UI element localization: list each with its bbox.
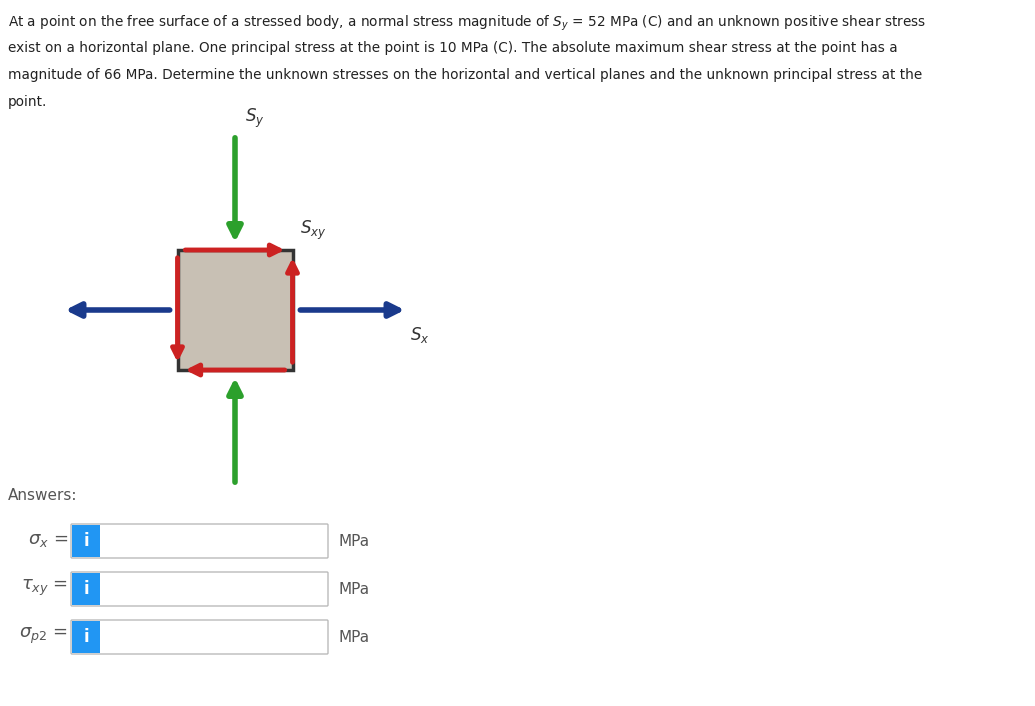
- FancyBboxPatch shape: [71, 572, 328, 606]
- Text: $\sigma_{p2}$ =: $\sigma_{p2}$ =: [20, 626, 68, 646]
- Text: MPa: MPa: [339, 534, 371, 549]
- Text: MPa: MPa: [339, 582, 371, 597]
- Bar: [72, 573, 100, 605]
- Text: $S_x$: $S_x$: [411, 325, 430, 345]
- Text: $\tau_{xy}$ =: $\tau_{xy}$ =: [21, 578, 68, 598]
- Text: $S_y$: $S_y$: [245, 107, 265, 130]
- Text: magnitude of 66 MPa. Determine the unknown stresses on the horizontal and vertic: magnitude of 66 MPa. Determine the unkno…: [8, 68, 922, 82]
- FancyBboxPatch shape: [71, 620, 328, 654]
- FancyBboxPatch shape: [71, 524, 328, 558]
- Text: i: i: [83, 532, 89, 550]
- Text: i: i: [83, 628, 89, 646]
- Text: i: i: [83, 580, 89, 598]
- Bar: [177, 250, 293, 370]
- Text: exist on a horizontal plane. One principal stress at the point is 10 MPa (C). Th: exist on a horizontal plane. One princip…: [8, 41, 897, 55]
- Text: $S_{xy}$: $S_{xy}$: [300, 219, 327, 242]
- Text: At a point on the free surface of a stressed body, a normal stress magnitude of : At a point on the free surface of a stre…: [8, 14, 926, 33]
- Text: Answers:: Answers:: [8, 488, 78, 503]
- Text: MPa: MPa: [339, 630, 371, 645]
- Text: $\sigma_x$ =: $\sigma_x$ =: [28, 531, 68, 549]
- Bar: [72, 525, 100, 557]
- Text: point.: point.: [8, 95, 48, 109]
- Bar: [72, 621, 100, 653]
